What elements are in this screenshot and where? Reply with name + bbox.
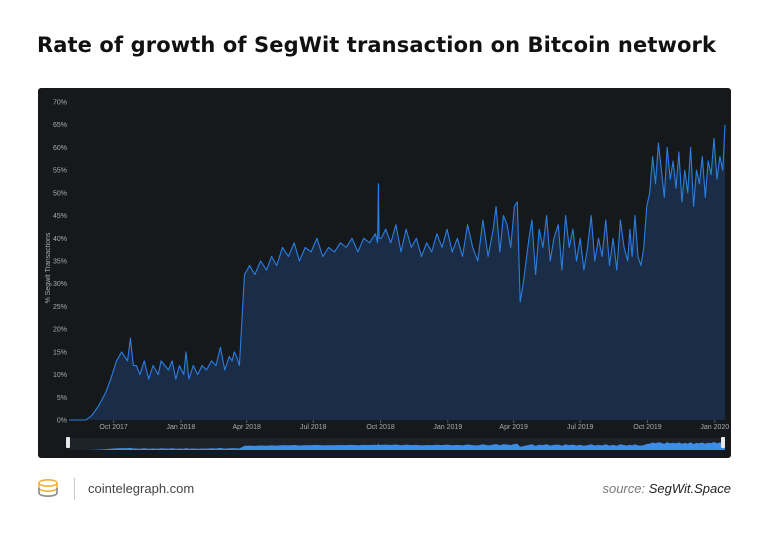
y-tick-label: 70% [53,100,67,107]
series-line [69,124,726,421]
footer-source: source: SegWit.Space [602,481,731,496]
x-tick-label: Jan 2019 [433,424,462,431]
y-tick-label: 35% [53,259,67,266]
y-tick-group: 0% 5% 10% 15% 20% 25% 30% 35% 40% 45% 50% 55% 60% 65%… [53,100,67,425]
y-tick-label: 30% [53,281,67,288]
x-tick-label: Apr 2019 [499,424,528,431]
y-tick-label: 10% [53,372,67,379]
y-tick-label: 55% [53,168,67,175]
navigator-handle-right[interactable] [721,437,725,448]
x-tick-label: Oct 2019 [633,424,662,431]
y-tick-label: 45% [53,213,67,220]
cointelegraph-logo-icon [38,478,58,498]
x-tick-label: Jan 2018 [166,424,195,431]
source-prefix: source: [602,481,646,496]
y-tick-label: 65% [53,122,67,129]
chart-title: Rate of growth of SegWit transaction on … [37,33,717,57]
chart-svg: % Segwit Transactions 0% 5% 10% 15% 20% 25% 30… [45,100,729,450]
x-tick-label: Jul 2019 [567,424,594,431]
y-axis-title: % Segwit Transactions [45,232,52,303]
y-tick-label: 20% [53,327,67,334]
y-tick-label: 15% [53,349,67,356]
chart-panel: % Segwit Transactions 0% 5% 10% 15% 20% 25% 30… [38,88,731,458]
x-tick-label: Oct 2017 [99,424,128,431]
navigator-series [69,441,725,450]
x-tick-label: Jan 2020 [700,424,729,431]
footer-site-label: cointelegraph.com [88,481,195,496]
x-tick-label: Oct 2018 [366,424,395,431]
x-tick-group: Oct 2017 Jan 2018 Apr 2018 Jul 2018 Oct 2018… [99,420,729,431]
y-tick-label: 5% [57,395,67,402]
y-tick-label: 40% [53,236,67,243]
x-tick-label: Jul 2018 [300,424,327,431]
range-navigator[interactable] [66,437,725,450]
footer-divider [74,478,75,500]
y-tick-label: 50% [53,190,67,197]
y-tick-label: 0% [57,418,67,425]
series-area [69,124,725,420]
y-tick-label: 25% [53,304,67,311]
navigator-handle-left[interactable] [66,437,70,448]
source-name: SegWit.Space [648,481,731,496]
x-tick-label: Apr 2018 [233,424,262,431]
y-tick-label: 60% [53,145,67,152]
